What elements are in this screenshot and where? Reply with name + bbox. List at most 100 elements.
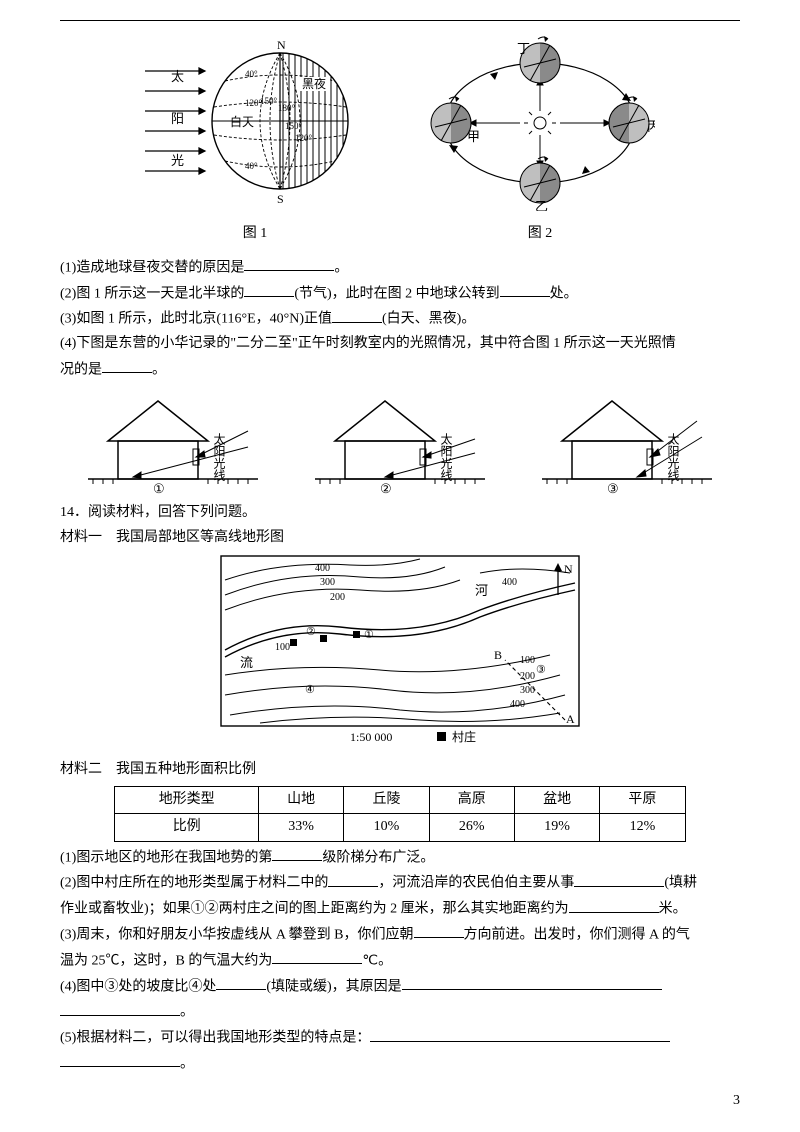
lat-40n: 40° xyxy=(245,69,258,79)
q14-3d: ℃。 xyxy=(362,953,392,968)
c300: 300 xyxy=(320,577,335,588)
c400b: 400 xyxy=(502,577,517,588)
q14-3-l2: 温为 25℃，这时，B 的气温大约为 ℃。 xyxy=(60,949,740,973)
q13-4c: 。 xyxy=(152,362,166,377)
q14-5-l2: 。 xyxy=(60,1052,740,1076)
day-label: 白天 xyxy=(230,114,254,129)
q13-3a: (3)如图 1 所示，此时北京(116°E，40°N)正值 xyxy=(60,312,332,327)
table-row: 地形类型 山地 丘陵 高原 盆地 平原 xyxy=(115,786,685,813)
orbit-diagram: 甲 丙 丁 乙 xyxy=(425,31,655,211)
point-A: A xyxy=(566,712,575,726)
lat-40s: 40° xyxy=(245,161,258,171)
figure-2: 甲 丙 丁 乙 xyxy=(425,31,655,246)
sun-label-2: 阳 xyxy=(171,111,184,126)
pos-yi: 乙 xyxy=(535,199,548,211)
q13-4b-line: 况的是 。 xyxy=(60,358,740,382)
mark-1: ① xyxy=(364,629,374,641)
pos-bing: 丙 xyxy=(647,119,655,134)
lon-180: 180° xyxy=(278,103,296,113)
blank[interactable] xyxy=(569,897,659,912)
blank[interactable] xyxy=(244,256,334,271)
terrain-table: 地形类型 山地 丘陵 高原 盆地 平原 比例 33% 10% 26% 19% 1… xyxy=(114,786,685,842)
blank[interactable] xyxy=(102,358,152,373)
q14-4a: (4)图中③处的坡度比④处 xyxy=(60,979,216,994)
q13-3b: (白天、黑夜)。 xyxy=(382,312,475,327)
q13-4b: 况的是 xyxy=(60,362,102,377)
blank[interactable] xyxy=(500,282,550,297)
blank[interactable] xyxy=(244,282,294,297)
val-2: 10% xyxy=(344,814,429,841)
night-label: 黑夜 xyxy=(302,76,326,91)
table-row: 比例 33% 10% 26% 19% 12% xyxy=(115,814,685,841)
q14-2a: (2)图中村庄所在的地形类型属于材料二中的 xyxy=(60,876,328,891)
q14-4b: (填陡或缓)，其原因是 xyxy=(266,979,401,994)
house-num-3: ③ xyxy=(607,481,619,496)
c100b: 100 xyxy=(520,655,535,666)
pos-jia: 甲 xyxy=(467,129,480,144)
house-3: 太阳光线 ③ xyxy=(542,391,712,496)
c400c: 400 xyxy=(510,699,525,710)
top-rule xyxy=(60,20,740,21)
q14-2-l1: (2)图中村庄所在的地形类型属于材料二中的 ，河流沿岸的农民伯伯主要从事 (填耕 xyxy=(60,871,740,895)
lon-150b: 150° xyxy=(285,121,303,131)
q14-3-l1: (3)周末，你和好朋友小华按虚线从 A 攀登到 B，你们应朝 方向前进。出发时，你… xyxy=(60,923,740,947)
blank[interactable] xyxy=(272,949,362,964)
q14-5a: (5)根据材料二，可以得出我国地形类型的特点是： xyxy=(60,1031,370,1046)
map-scale: 1:50 000 xyxy=(350,730,392,744)
blank[interactable] xyxy=(402,975,662,990)
q13-4a: (4)下图是东营的小华记录的"二分二至"正午时刻教室内的光照情况，其中符合图 1… xyxy=(60,333,740,355)
q14-5c: 。 xyxy=(180,1056,194,1071)
sun-label-3: 光 xyxy=(171,153,184,168)
val-3: 26% xyxy=(429,814,514,841)
blank[interactable] xyxy=(328,871,378,886)
q13-1: (1)造成地球昼夜交替的原因是。 xyxy=(60,256,740,280)
q14-4-l1: (4)图中③处的坡度比④处 (填陡或缓)，其原因是 xyxy=(60,975,740,999)
q14-3a: (3)周末，你和好朋友小华按虚线从 A 攀登到 B，你们应朝 xyxy=(60,927,414,942)
blank[interactable] xyxy=(60,1052,180,1067)
sun-ray-label: 太阳光线 xyxy=(439,432,453,481)
figure-1: 太 阳 光 xyxy=(145,31,365,246)
blank[interactable] xyxy=(332,307,382,322)
house-1: 太阳光线 ① xyxy=(88,391,258,496)
q14-5-l1: (5)根据材料二，可以得出我国地形类型的特点是： xyxy=(60,1026,740,1050)
blank[interactable] xyxy=(272,846,322,861)
blank[interactable] xyxy=(370,1026,670,1041)
q14-mat1: 材料一 我国局部地区等高线地形图 xyxy=(60,527,740,549)
house-num-2: ② xyxy=(380,481,392,496)
q14-1a: (1)图示地区的地形在我国地势的第 xyxy=(60,850,272,865)
c300b: 300 xyxy=(520,685,535,696)
q14-2d: 作业或畜牧业)；如果①②两村庄之间的图上距离约为 2 厘米，那么其实地距离约为 xyxy=(60,902,569,917)
south-label: S xyxy=(277,192,284,206)
q14-3c: 温为 25℃，这时，B 的气温大约为 xyxy=(60,953,272,968)
figures-13: 太 阳 光 xyxy=(60,31,740,246)
mark-2: ② xyxy=(306,626,316,638)
q13-3: (3)如图 1 所示，此时北京(116°E，40°N)正值 (白天、黑夜)。 xyxy=(60,307,740,331)
q14-2b: ，河流沿岸的农民伯伯主要从事 xyxy=(378,876,574,891)
house-2: 太阳光线 ② xyxy=(315,391,485,496)
val-5: 12% xyxy=(600,814,685,841)
th-4: 盆地 xyxy=(514,786,599,813)
north-label: N xyxy=(277,38,286,52)
contour-map: N 河 流 400 300 200 400 100 100 200 300 40… xyxy=(60,555,740,753)
point-B: B xyxy=(494,648,502,662)
blank[interactable] xyxy=(216,975,266,990)
q14-2c: (填耕 xyxy=(664,876,697,891)
q13-2c: 处。 xyxy=(550,286,578,301)
q14-title: 14．阅读材料，回答下列问题。 xyxy=(60,502,740,524)
th-5: 平原 xyxy=(600,786,685,813)
q14-3b: 方向前进。出发时，你们测得 A 的气 xyxy=(464,927,690,942)
mark-3: ③ xyxy=(536,664,546,676)
river-liu: 流 xyxy=(240,655,253,670)
house-num-1: ① xyxy=(153,481,165,496)
blank[interactable] xyxy=(574,871,664,886)
sun-ray-label: 太阳光线 xyxy=(666,432,680,481)
sun-label-1: 太 xyxy=(171,69,184,84)
q14-4d: 。 xyxy=(180,1005,194,1020)
q14-1: (1)图示地区的地形在我国地势的第级阶梯分布广泛。 xyxy=(60,846,740,870)
blank[interactable] xyxy=(60,1000,180,1015)
lon-150: 150° xyxy=(260,96,278,106)
q13-1-text: (1)造成地球昼夜交替的原因是 xyxy=(60,260,244,275)
figure-1-caption: 图 1 xyxy=(145,223,365,245)
val-1: 33% xyxy=(258,814,343,841)
blank[interactable] xyxy=(414,923,464,938)
